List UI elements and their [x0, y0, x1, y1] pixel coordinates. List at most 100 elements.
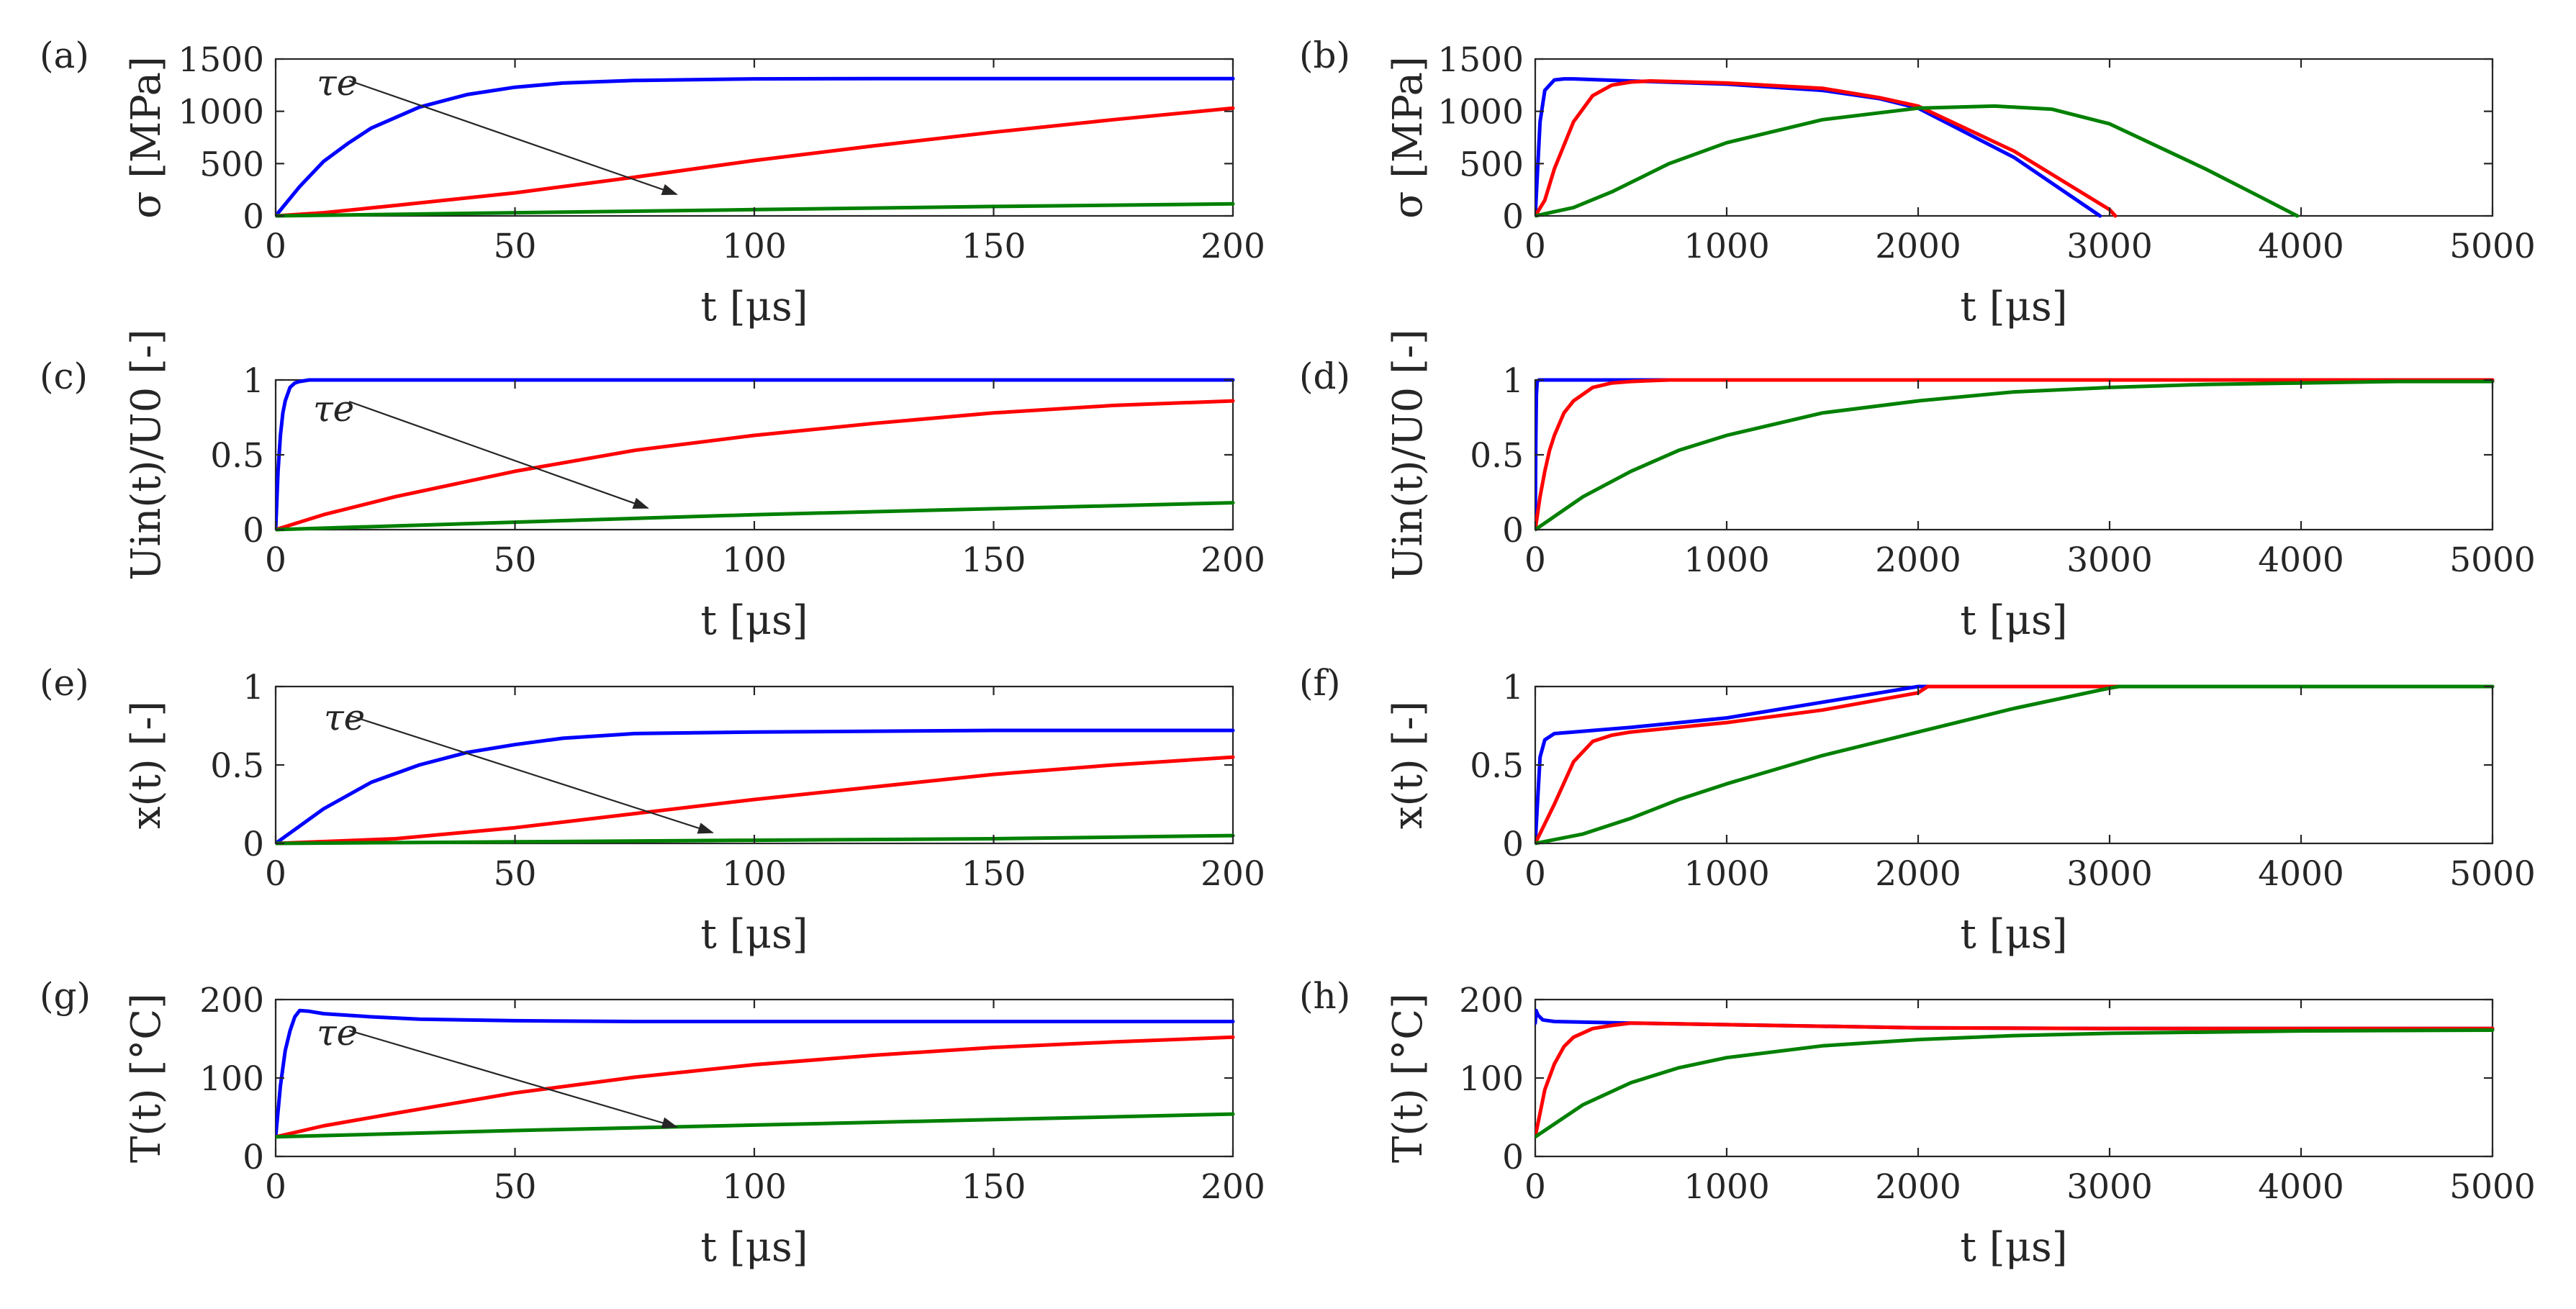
x-tick-label: 3000	[2066, 540, 2153, 580]
series-group	[1535, 1008, 2495, 1139]
x-tick-label: 3000	[2066, 854, 2153, 894]
axes-frame	[1534, 685, 2494, 845]
x-tick-label: 2000	[1875, 1167, 1961, 1207]
x-tick-label: 5000	[2449, 854, 2536, 894]
x-tick-label: 1000	[1684, 1167, 1770, 1207]
panel-label: (a)	[40, 35, 89, 76]
y-tick-label: 0.5	[210, 436, 264, 476]
subplot-a: (a) 0 50 100 150 200 0 500 1000 1500 t [μs] σ [MPa]…	[40, 35, 1265, 330]
y-tick-label: 200	[199, 981, 264, 1020]
panel-label: (e)	[40, 662, 89, 704]
y-tick-label: 1500	[1437, 40, 1524, 80]
x-tick-label: 0	[1524, 1167, 1546, 1207]
x-tick-label: 4000	[2258, 1167, 2344, 1207]
y-axis-label: σ [MPa]	[1385, 56, 1432, 219]
series-group	[276, 1008, 1235, 1139]
x-tick-label: 0	[1524, 227, 1546, 266]
series-group	[1535, 77, 2300, 218]
series-line-green	[276, 1112, 1235, 1139]
subplot-e: (e) 0 50 100 150 200 0 0.5 1 t [μs] x(t) [-] τe	[40, 662, 1265, 958]
series-line-blue	[276, 728, 1235, 846]
x-tick-label: 0	[265, 854, 286, 894]
series-line-green	[1535, 104, 2300, 218]
y-axis-label: x(t) [-]	[123, 701, 170, 829]
series-line-red	[1535, 79, 2118, 218]
y-tick-label: 0	[243, 197, 264, 237]
x-axis-label: t [μs]	[700, 1224, 808, 1271]
panel-label: (b)	[1299, 35, 1350, 76]
x-tick-label: 50	[494, 227, 537, 266]
x-axis-label: t [μs]	[1960, 1224, 2067, 1271]
series-line-blue	[276, 378, 1235, 532]
y-tick-label: 1000	[1437, 93, 1524, 132]
subplot-f: (f) 0 1000 2000 3000 4000 5000 0 0.5 1 t [μs] x(t) …	[1299, 662, 2536, 958]
x-tick-label: 200	[1201, 540, 1265, 580]
annotation-arrow	[348, 79, 678, 196]
annotation-label: τe	[313, 388, 354, 430]
x-tick-label: 1000	[1684, 540, 1770, 580]
series-line-red	[276, 399, 1235, 532]
axes-frame	[274, 58, 1234, 217]
series-line-green	[1535, 1028, 2495, 1139]
y-tick-label: 0.5	[1470, 746, 1524, 786]
series-group	[276, 378, 1235, 532]
x-tick-label: 5000	[2449, 1167, 2536, 1207]
x-tick-label: 0	[1524, 854, 1546, 894]
panel-label: (d)	[1299, 355, 1350, 397]
x-tick-label: 100	[722, 1167, 787, 1207]
series-line-blue	[276, 76, 1235, 218]
x-tick-label: 4000	[2258, 854, 2344, 894]
y-tick-label: 0	[243, 511, 264, 551]
panel-label: (c)	[40, 355, 88, 397]
y-tick-label: 0	[1502, 1138, 1524, 1177]
y-tick-label: 200	[1459, 981, 1524, 1020]
series-line-blue	[1535, 684, 2495, 846]
x-tick-label: 0	[1524, 540, 1546, 580]
annotation-arrow	[348, 400, 649, 509]
subplot-c: (c) 0 50 100 150 200 0 0.5 1 t [μs] Uin(t)/U0 [-] τ…	[40, 329, 1265, 644]
x-axis-label: t [μs]	[700, 284, 808, 330]
x-tick-label: 200	[1201, 227, 1265, 266]
panel-label: (h)	[1299, 975, 1350, 1017]
x-tick-label: 4000	[2258, 540, 2344, 580]
y-tick-label: 0.5	[1470, 436, 1524, 476]
y-axis-label: σ [MPa]	[123, 56, 170, 219]
y-axis-label: T(t) [°C]	[1385, 993, 1432, 1163]
y-tick-label: 0	[1502, 197, 1524, 237]
series-line-red	[276, 1035, 1235, 1139]
x-tick-label: 50	[494, 540, 537, 580]
y-axis-label: x(t) [-]	[1385, 701, 1432, 829]
series-line-red	[1535, 378, 2495, 532]
x-tick-label: 5000	[2449, 540, 2536, 580]
y-tick-label: 0	[1502, 511, 1524, 551]
x-tick-label: 3000	[2066, 1167, 2153, 1207]
y-axis-label: Uin(t)/U0 [-]	[123, 329, 170, 580]
panel-label: (f)	[1299, 662, 1341, 704]
axes-frame	[274, 685, 1234, 845]
series-line-red	[1535, 684, 2495, 846]
series-line-red	[276, 755, 1235, 846]
x-tick-label: 150	[962, 227, 1026, 266]
x-tick-label: 50	[494, 854, 537, 894]
y-tick-label: 100	[199, 1059, 264, 1099]
x-axis-label: t [μs]	[1960, 284, 2067, 330]
y-tick-label: 0	[1502, 825, 1524, 864]
x-tick-label: 100	[722, 227, 787, 266]
annotation-label: τe	[317, 62, 358, 104]
x-tick-label: 200	[1201, 1167, 1265, 1207]
x-tick-label: 150	[962, 540, 1026, 580]
annotation-label: τe	[317, 1012, 358, 1054]
x-tick-label: 1000	[1684, 854, 1770, 894]
y-tick-label: 1	[1502, 361, 1524, 401]
x-tick-label: 3000	[2066, 227, 2153, 266]
series-line-green	[1535, 684, 2495, 846]
axes-frame	[274, 379, 1234, 531]
series-group	[1535, 684, 2495, 846]
y-tick-label: 1	[243, 668, 264, 707]
y-tick-label: 500	[199, 145, 264, 184]
x-tick-label: 0	[265, 227, 286, 266]
x-tick-label: 2000	[1875, 540, 1961, 580]
y-tick-label: 500	[1459, 145, 1524, 184]
axes-frame	[1534, 379, 2494, 531]
